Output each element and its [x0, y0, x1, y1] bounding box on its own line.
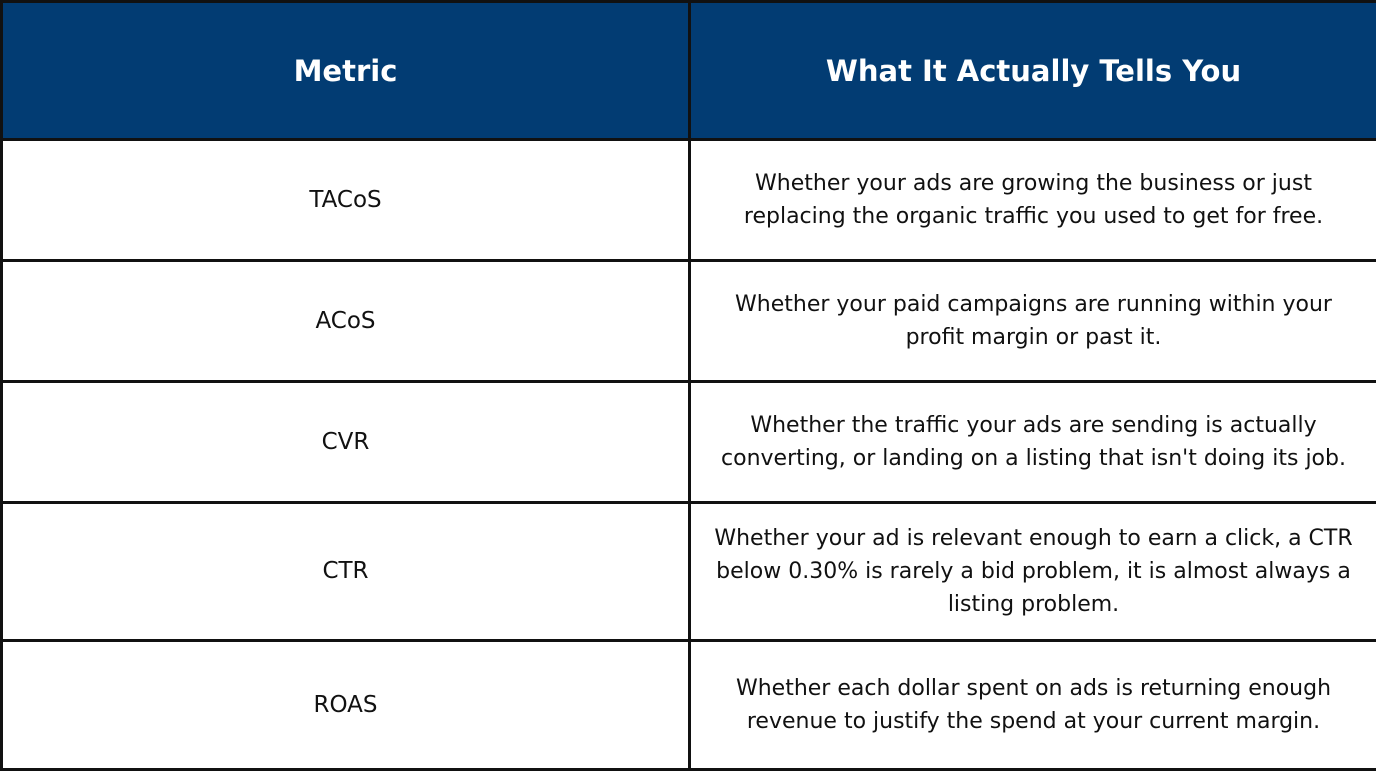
- description-cell: Whether each dollar spent on ads is retu…: [690, 641, 1376, 770]
- metric-cell: CTR: [2, 503, 690, 641]
- metric-cell: CVR: [2, 382, 690, 503]
- header-row: Metric What It Actually Tells You: [2, 2, 1376, 140]
- metric-column-header: Metric: [2, 2, 690, 140]
- table-body: TACoS Whether your ads are growing the b…: [2, 140, 1376, 770]
- description-cell: Whether your ads are growing the busines…: [690, 140, 1376, 261]
- description-cell: Whether the traffic your ads are sending…: [690, 382, 1376, 503]
- description-column-header: What It Actually Tells You: [690, 2, 1376, 140]
- table-row: CTR Whether your ad is relevant enough t…: [2, 503, 1376, 641]
- table-row: TACoS Whether your ads are growing the b…: [2, 140, 1376, 261]
- metric-cell: ROAS: [2, 641, 690, 770]
- table-row: ACoS Whether your paid campaigns are run…: [2, 261, 1376, 382]
- metric-cell: ACoS: [2, 261, 690, 382]
- table-header: Metric What It Actually Tells You: [2, 2, 1376, 140]
- table-row: ROAS Whether each dollar spent on ads is…: [2, 641, 1376, 770]
- metric-cell: TACoS: [2, 140, 690, 261]
- table-row: CVR Whether the traffic your ads are sen…: [2, 382, 1376, 503]
- description-cell: Whether your paid campaigns are running …: [690, 261, 1376, 382]
- description-cell: Whether your ad is relevant enough to ea…: [690, 503, 1376, 641]
